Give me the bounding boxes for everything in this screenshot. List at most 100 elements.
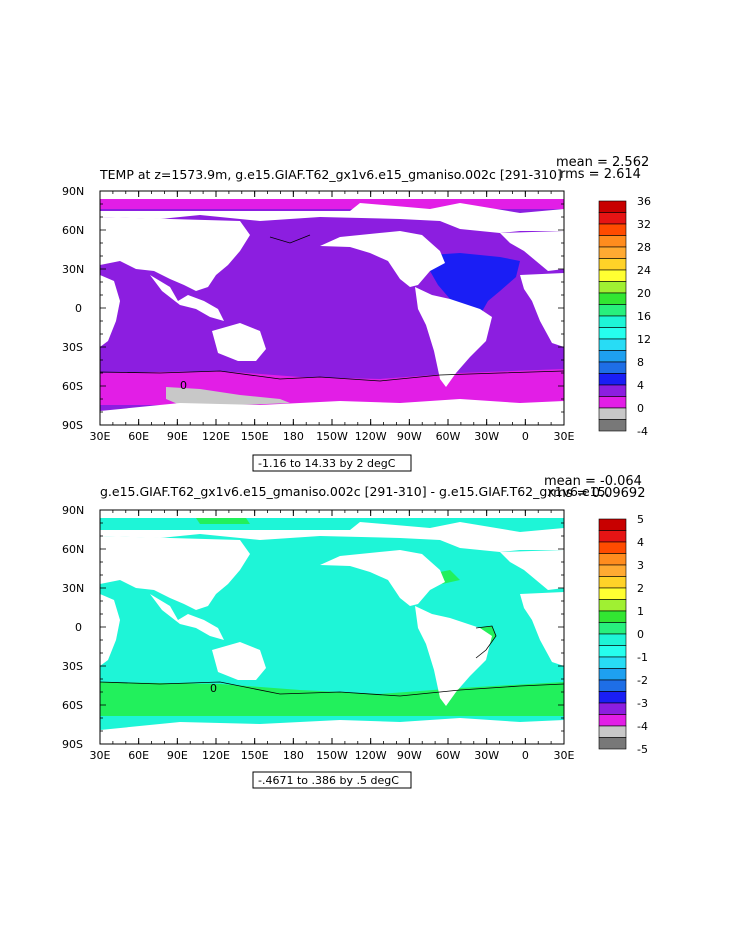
lon-label: 120E xyxy=(202,430,230,443)
lon-label: 30W xyxy=(474,749,499,762)
lon-label: 90E xyxy=(167,430,188,443)
colorbar-swatch xyxy=(598,419,627,432)
lon-label: 30W xyxy=(474,430,499,443)
lat-label: 60S xyxy=(62,699,83,712)
panel-1-range: -1.16 to 14.33 by 2 degC xyxy=(258,457,396,470)
colorbar-tick-label: 3 xyxy=(637,559,644,572)
colorbar-tick-label: 32 xyxy=(637,218,651,231)
map-2: 0 xyxy=(99,509,565,745)
colorbar-swatch xyxy=(598,725,627,738)
colorbar-swatch xyxy=(598,541,627,554)
lon-label: 60W xyxy=(436,430,461,443)
panel-2-mean: mean = -0.064 xyxy=(544,474,642,489)
colorbar-swatch xyxy=(598,338,627,351)
colorbar-swatch xyxy=(598,645,627,658)
lon-label: 180 xyxy=(283,749,304,762)
panel-1-title: TEMP at z=1573.9m, g.e15.GIAF.T62_gx1v6.… xyxy=(99,167,562,182)
colorbar-tick-label: 8 xyxy=(637,356,644,369)
lon-label: 120W xyxy=(355,430,387,443)
colorbar-tick-label: 28 xyxy=(637,241,651,254)
colorbar-swatch xyxy=(598,679,627,692)
colorbar-tick-label: 16 xyxy=(637,310,651,323)
colorbar-swatch xyxy=(598,576,627,589)
panel-2-lon-labels: 30E 60E 90E 120E 150E 180 150W 120W 90W 60W 30W 0 30… xyxy=(90,509,575,762)
colorbar-tick-label: 2 xyxy=(637,582,644,595)
panel-2-lat-labels: 90N 60N 30N 0 30S 60S 90S xyxy=(62,504,84,751)
panel-1-lat-labels: 90N 60N 30N 0 30S 60S 90S xyxy=(62,185,84,432)
colorbar-swatch xyxy=(598,518,627,531)
lon-label: 150W xyxy=(316,749,348,762)
panel-1: TEMP at z=1573.9m, g.e15.GIAF.T62_gx1v6.… xyxy=(62,155,651,472)
colorbar-tick-label: -3 xyxy=(637,697,648,710)
panel-1-contour-label: 0 xyxy=(180,379,187,392)
colorbar-swatch xyxy=(598,553,627,566)
colorbar-swatch xyxy=(598,599,627,612)
range-box-1 xyxy=(252,454,412,472)
colorbar-tick-label: 5 xyxy=(637,513,644,526)
colorbar-swatch xyxy=(598,235,627,248)
lon-label: 0 xyxy=(522,430,529,443)
colorbar-tick-label: -1 xyxy=(637,651,648,664)
colorbar-tick-label: 36 xyxy=(637,195,651,208)
colorbar-swatch xyxy=(598,269,627,282)
colorbar-swatch xyxy=(598,737,627,750)
lat-label: 30N xyxy=(62,263,84,276)
lat-label: 60N xyxy=(62,543,84,556)
lon-label: 150E xyxy=(241,430,269,443)
colorbar-1: 36 32 28 24 20 16 12 8 4 0 -4 xyxy=(598,195,651,438)
lon-label: 180 xyxy=(283,430,304,443)
colorbar-tick-label: -5 xyxy=(637,743,648,756)
lat-label: 30S xyxy=(62,341,83,354)
lat-label: 90N xyxy=(62,504,84,517)
lon-label: 30E xyxy=(554,430,575,443)
lat-label: 90S xyxy=(62,738,83,751)
colorbar-swatch xyxy=(598,327,627,340)
colorbar-swatch xyxy=(598,361,627,374)
colorbar-swatch xyxy=(598,587,627,600)
colorbar-swatch xyxy=(598,292,627,305)
colorbar-swatch xyxy=(598,223,627,236)
lon-label: 30E xyxy=(554,749,575,762)
lon-label: 30E xyxy=(90,749,111,762)
panel-2-range: -.4671 to .386 by .5 degC xyxy=(258,774,399,787)
lon-label: 120W xyxy=(355,749,387,762)
lon-label: 30E xyxy=(90,430,111,443)
lat-label: 0 xyxy=(75,302,82,315)
lon-label: 60W xyxy=(436,749,461,762)
lat-label: 0 xyxy=(75,621,82,634)
colorbar-swatch xyxy=(598,384,627,397)
lat-label: 90S xyxy=(62,419,83,432)
lon-label: 90W xyxy=(397,749,422,762)
colorbar-swatch xyxy=(598,407,627,420)
colorbar-swatch xyxy=(598,702,627,715)
colorbar-tick-label: 4 xyxy=(637,536,644,549)
colorbar-tick-label: 1 xyxy=(637,605,644,618)
lon-label: 0 xyxy=(522,749,529,762)
colorbar-2: 5 4 3 2 1 0 -1 -2 -3 -4 -5 xyxy=(598,513,648,756)
colorbar-tick-label: 0 xyxy=(637,628,644,641)
colorbar-swatch xyxy=(598,304,627,317)
colorbar-swatch xyxy=(598,691,627,704)
lon-label: 60E xyxy=(128,430,149,443)
colorbar-tick-label: -2 xyxy=(637,674,648,687)
panel-2-contour-label: 0 xyxy=(210,682,217,695)
colorbar-tick-label: 20 xyxy=(637,287,651,300)
colorbar-swatch xyxy=(598,622,627,635)
colorbar-swatch xyxy=(598,258,627,271)
lat-label: 60N xyxy=(62,224,84,237)
colorbar-swatch xyxy=(598,668,627,681)
lat-label: 90N xyxy=(62,185,84,198)
lon-label: 150E xyxy=(241,749,269,762)
colorbar-swatch xyxy=(598,396,627,409)
panel-2: g.e15.GIAF.T62_gx1v6.e15_gmaniso.002c [2… xyxy=(62,474,648,789)
colorbar-tick-label: 12 xyxy=(637,333,651,346)
panel-1-rms: rms = 2.614 xyxy=(560,167,641,182)
colorbar-swatch xyxy=(598,281,627,294)
colorbar-swatch xyxy=(598,530,627,543)
lon-label: 120E xyxy=(202,749,230,762)
colorbar-swatch xyxy=(598,714,627,727)
colorbar-swatch xyxy=(598,246,627,259)
colorbar-swatch xyxy=(598,564,627,577)
panel-2-title: g.e15.GIAF.T62_gx1v6.e15_gmaniso.002c [2… xyxy=(100,484,610,499)
